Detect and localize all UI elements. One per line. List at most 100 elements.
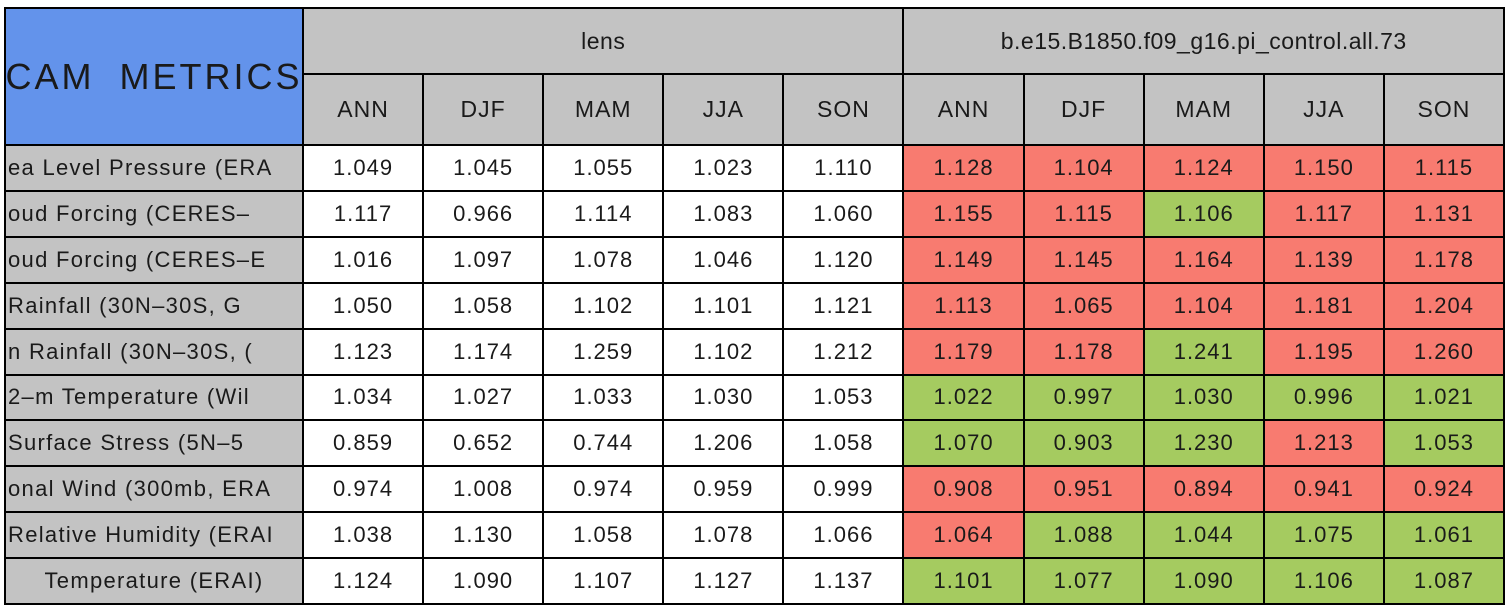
- control-value: 1.181: [1264, 283, 1383, 328]
- lens-value: 1.053: [784, 375, 903, 420]
- season-header-lens-djf: DJF: [424, 75, 543, 144]
- lens-value: 1.097: [424, 237, 543, 282]
- lens-value: 0.999: [784, 467, 903, 512]
- row-label: Surface Stress (5N–5: [6, 421, 302, 466]
- control-value: 1.155: [904, 191, 1023, 236]
- lens-value: 0.744: [544, 421, 663, 466]
- control-value: 1.070: [904, 421, 1023, 466]
- lens-value: 0.974: [304, 467, 423, 512]
- lens-value: 1.102: [664, 329, 783, 374]
- control-value: 1.178: [1384, 237, 1503, 282]
- control-value: 1.213: [1264, 421, 1383, 466]
- control-value: 1.022: [904, 375, 1023, 420]
- lens-value: 1.030: [664, 375, 783, 420]
- lens-value: 1.120: [784, 237, 903, 282]
- season-header-lens-jja: JJA: [664, 75, 783, 144]
- lens-value: 1.050: [304, 283, 423, 328]
- season-header-control-mam: MAM: [1144, 75, 1263, 144]
- lens-value: 1.259: [544, 329, 663, 374]
- control-value: 1.106: [1264, 559, 1383, 603]
- control-value: 1.124: [1144, 146, 1263, 190]
- lens-value: 1.114: [544, 191, 663, 236]
- lens-value: 1.083: [664, 191, 783, 236]
- metrics-grid: CAM METRICS lens b.e15.B1850.f09_g16.pi_…: [4, 7, 1505, 605]
- lens-value: 1.127: [664, 559, 783, 603]
- control-value: 1.115: [1384, 146, 1503, 190]
- season-header-lens-mam: MAM: [544, 75, 663, 144]
- control-value: 1.065: [1024, 283, 1143, 328]
- lens-value: 1.055: [544, 146, 663, 190]
- control-value: 1.075: [1264, 513, 1383, 558]
- row-label: onal Wind (300mb, ERA: [6, 467, 302, 512]
- control-value: 1.139: [1264, 237, 1383, 282]
- control-value: 1.104: [1024, 146, 1143, 190]
- row-label: Relative Humidity (ERAI: [6, 513, 302, 558]
- lens-value: 1.033: [544, 375, 663, 420]
- season-header-control-ann: ANN: [904, 75, 1023, 144]
- control-value: 1.178: [1024, 329, 1143, 374]
- control-value: 1.087: [1384, 559, 1503, 603]
- control-value: 1.204: [1384, 283, 1503, 328]
- row-label: oud Forcing (CERES–: [6, 191, 302, 236]
- table-title: CAM METRICS: [6, 9, 302, 144]
- lens-value: 0.859: [304, 421, 423, 466]
- season-header-control-son: SON: [1384, 75, 1503, 144]
- control-value: 1.088: [1024, 513, 1143, 558]
- lens-value: 1.107: [544, 559, 663, 603]
- lens-value: 0.959: [664, 467, 783, 512]
- lens-value: 0.974: [544, 467, 663, 512]
- control-value: 1.044: [1144, 513, 1263, 558]
- lens-value: 1.016: [304, 237, 423, 282]
- lens-value: 1.066: [784, 513, 903, 558]
- row-label: Temperature (ERAI): [6, 559, 302, 603]
- lens-value: 1.101: [664, 283, 783, 328]
- lens-value: 1.110: [784, 146, 903, 190]
- control-value: 1.021: [1384, 375, 1503, 420]
- season-header-lens-ann: ANN: [304, 75, 423, 144]
- lens-value: 0.966: [424, 191, 543, 236]
- control-value: 1.150: [1264, 146, 1383, 190]
- row-label: n Rainfall (30N–30S, (: [6, 329, 302, 374]
- row-label: oud Forcing (CERES–E: [6, 237, 302, 282]
- control-value: 1.064: [904, 513, 1023, 558]
- lens-value: 1.058: [784, 421, 903, 466]
- lens-value: 1.121: [784, 283, 903, 328]
- lens-value: 1.174: [424, 329, 543, 374]
- season-header-control-jja: JJA: [1264, 75, 1383, 144]
- season-header-control-djf: DJF: [1024, 75, 1143, 144]
- control-value: 1.241: [1144, 329, 1263, 374]
- control-value: 1.030: [1144, 375, 1263, 420]
- control-value: 1.101: [904, 559, 1023, 603]
- control-value: 1.131: [1384, 191, 1503, 236]
- control-value: 0.941: [1264, 467, 1383, 512]
- season-header-lens-son: SON: [784, 75, 903, 144]
- lens-value: 1.137: [784, 559, 903, 603]
- lens-value: 1.060: [784, 191, 903, 236]
- control-value: 1.128: [904, 146, 1023, 190]
- lens-value: 1.058: [544, 513, 663, 558]
- control-value: 1.104: [1144, 283, 1263, 328]
- lens-value: 1.027: [424, 375, 543, 420]
- group-header-pi-control: b.e15.B1850.f09_g16.pi_control.all.73: [904, 9, 1503, 73]
- control-value: 1.053: [1384, 421, 1503, 466]
- control-value: 1.145: [1024, 237, 1143, 282]
- row-label: Rainfall (30N–30S, G: [6, 283, 302, 328]
- lens-value: 1.117: [304, 191, 423, 236]
- control-value: 1.260: [1384, 329, 1503, 374]
- lens-value: 1.090: [424, 559, 543, 603]
- control-value: 0.951: [1024, 467, 1143, 512]
- control-value: 1.179: [904, 329, 1023, 374]
- lens-value: 0.652: [424, 421, 543, 466]
- lens-value: 1.078: [544, 237, 663, 282]
- lens-value: 1.130: [424, 513, 543, 558]
- row-label: 2–m Temperature (Wil: [6, 375, 302, 420]
- lens-value: 1.049: [304, 146, 423, 190]
- lens-value: 1.023: [664, 146, 783, 190]
- lens-value: 1.102: [544, 283, 663, 328]
- control-value: 1.106: [1144, 191, 1263, 236]
- control-value: 1.090: [1144, 559, 1263, 603]
- lens-value: 1.034: [304, 375, 423, 420]
- control-value: 1.077: [1024, 559, 1143, 603]
- control-value: 0.924: [1384, 467, 1503, 512]
